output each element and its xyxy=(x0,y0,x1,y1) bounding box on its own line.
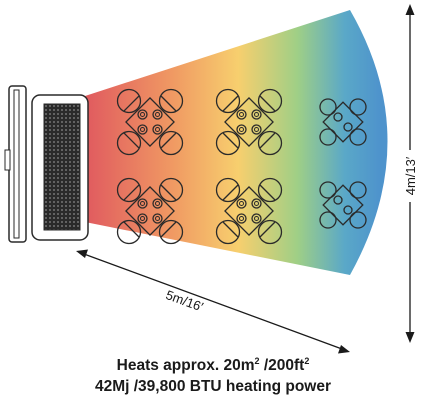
chair-back xyxy=(222,221,239,238)
place-setting-center xyxy=(254,127,259,132)
chair xyxy=(158,219,184,245)
chair-back xyxy=(259,132,276,149)
chair-back xyxy=(160,132,177,149)
table-set xyxy=(116,177,184,245)
place-setting xyxy=(343,205,353,215)
place-setting xyxy=(343,122,353,132)
table xyxy=(322,101,364,143)
chair xyxy=(319,128,337,146)
chair xyxy=(158,177,184,203)
place-setting xyxy=(137,109,148,120)
chair xyxy=(319,211,337,229)
heating-power-text: 42Mj /39,800 BTU heating power xyxy=(94,378,331,395)
place-setting-center xyxy=(155,216,160,221)
place-setting xyxy=(236,198,247,209)
chair-back xyxy=(222,95,239,112)
place-setting-center xyxy=(140,112,145,117)
chair xyxy=(257,130,283,156)
place-setting xyxy=(152,124,163,135)
chair-back xyxy=(123,132,140,149)
heater-unit xyxy=(4,85,89,243)
place-setting xyxy=(251,124,262,135)
chair xyxy=(257,88,283,114)
place-setting-center xyxy=(140,127,145,132)
table xyxy=(125,186,175,236)
chair xyxy=(158,88,184,114)
place-setting-center xyxy=(155,112,160,117)
place-setting xyxy=(251,109,262,120)
chair-back xyxy=(222,184,239,201)
chair xyxy=(319,181,337,199)
place-setting xyxy=(137,213,148,224)
place-setting-center xyxy=(254,216,259,221)
table-set xyxy=(319,98,367,146)
table-set xyxy=(215,177,283,245)
chair xyxy=(215,130,241,156)
chair-back xyxy=(259,184,276,201)
table-set xyxy=(116,88,184,156)
width-dimension: 4m/13′ xyxy=(399,4,421,343)
chair xyxy=(158,130,184,156)
place-setting xyxy=(152,198,163,209)
place-setting xyxy=(236,109,247,120)
chair xyxy=(257,177,283,203)
table-set xyxy=(215,88,283,156)
place-setting xyxy=(137,124,148,135)
chair xyxy=(349,98,367,116)
place-setting xyxy=(333,195,343,205)
place-setting xyxy=(333,112,343,122)
place-setting-center xyxy=(254,201,259,206)
place-setting xyxy=(152,213,163,224)
chair xyxy=(257,219,283,245)
chair-back xyxy=(259,95,276,112)
place-setting xyxy=(152,109,163,120)
place-setting-center xyxy=(155,127,160,132)
chair xyxy=(349,181,367,199)
place-setting-center xyxy=(155,201,160,206)
chair xyxy=(215,177,241,203)
width-label: 4m/13′ xyxy=(403,156,418,195)
table xyxy=(322,184,364,226)
place-setting-center xyxy=(239,201,244,206)
place-setting xyxy=(251,213,262,224)
chair xyxy=(116,219,142,245)
chair xyxy=(116,177,142,203)
place-setting xyxy=(251,198,262,209)
table xyxy=(224,97,274,147)
chair xyxy=(215,219,241,245)
chair xyxy=(215,88,241,114)
place-setting-center xyxy=(140,216,145,221)
place-setting xyxy=(236,124,247,135)
place-setting xyxy=(137,198,148,209)
table xyxy=(224,186,274,236)
place-setting-center xyxy=(239,127,244,132)
place-setting xyxy=(236,213,247,224)
table-set xyxy=(319,181,367,229)
coverage-area-text: Heats approx. 20m2 /200ft2 xyxy=(116,356,310,375)
chair-back xyxy=(160,184,177,201)
chair xyxy=(349,211,367,229)
chair-back xyxy=(123,221,140,238)
chair xyxy=(319,98,337,116)
chair-back xyxy=(160,95,177,112)
place-setting-center xyxy=(239,216,244,221)
chair-back xyxy=(160,221,177,238)
chair-back xyxy=(259,221,276,238)
table-sets xyxy=(116,88,367,245)
place-setting-center xyxy=(239,112,244,117)
chair-back xyxy=(123,95,140,112)
place-setting-center xyxy=(140,201,145,206)
heat-coverage-cone xyxy=(85,10,388,275)
heater-grille xyxy=(43,103,81,231)
chair-back xyxy=(222,132,239,149)
chair xyxy=(349,128,367,146)
chair xyxy=(116,88,142,114)
place-setting-center xyxy=(254,112,259,117)
wall-bracket xyxy=(8,85,27,243)
table xyxy=(125,97,175,147)
chair-back xyxy=(123,184,140,201)
chair xyxy=(116,130,142,156)
